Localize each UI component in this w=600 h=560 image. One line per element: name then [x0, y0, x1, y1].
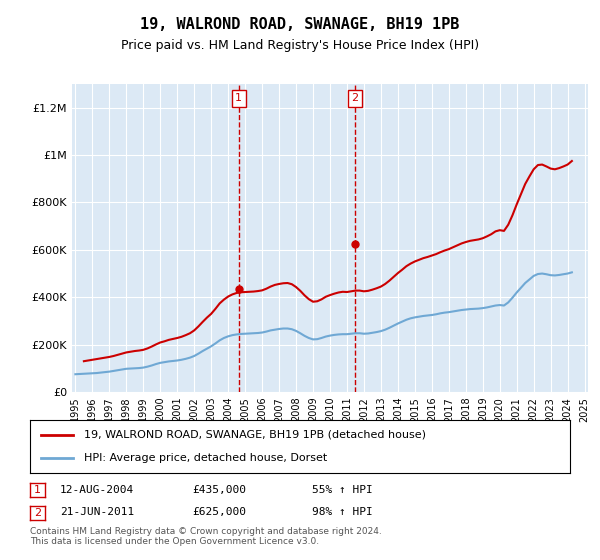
- Text: 12-AUG-2004: 12-AUG-2004: [60, 485, 134, 495]
- Text: HPI: Average price, detached house, Dorset: HPI: Average price, detached house, Dors…: [84, 453, 327, 463]
- Text: 98% ↑ HPI: 98% ↑ HPI: [312, 507, 373, 517]
- Text: 19, WALROND ROAD, SWANAGE, BH19 1PB: 19, WALROND ROAD, SWANAGE, BH19 1PB: [140, 17, 460, 32]
- Text: £625,000: £625,000: [192, 507, 246, 517]
- Text: Contains HM Land Registry data © Crown copyright and database right 2024.
This d: Contains HM Land Registry data © Crown c…: [30, 526, 382, 546]
- Text: £435,000: £435,000: [192, 485, 246, 495]
- Text: 21-JUN-2011: 21-JUN-2011: [60, 507, 134, 517]
- Point: [350, 240, 360, 249]
- Text: Price paid vs. HM Land Registry's House Price Index (HPI): Price paid vs. HM Land Registry's House …: [121, 39, 479, 52]
- Text: 2: 2: [34, 508, 41, 517]
- Text: 1: 1: [235, 93, 242, 103]
- Point: [234, 284, 244, 293]
- Text: 2: 2: [352, 93, 359, 103]
- Text: 19, WALROND ROAD, SWANAGE, BH19 1PB (detached house): 19, WALROND ROAD, SWANAGE, BH19 1PB (det…: [84, 430, 426, 440]
- Text: 55% ↑ HPI: 55% ↑ HPI: [312, 485, 373, 495]
- Text: 1: 1: [34, 486, 41, 495]
